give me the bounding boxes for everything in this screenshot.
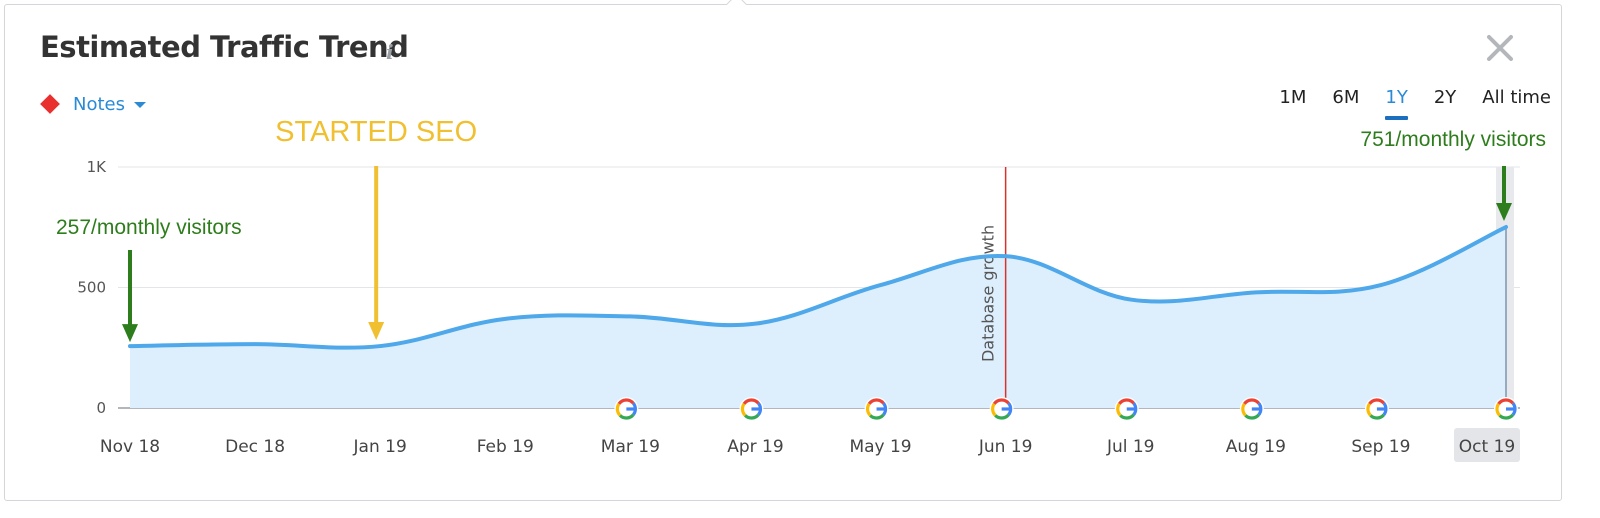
x-tick-label[interactable]: Oct 19 (1459, 437, 1515, 457)
data-point (503, 317, 507, 321)
data-point (378, 344, 382, 348)
google-update-icon[interactable] (989, 397, 1014, 421)
y-tick-label: 1K (87, 158, 108, 176)
x-tick-label[interactable]: Jan 19 (353, 437, 407, 457)
y-tick-label: 0 (96, 399, 106, 417)
google-update-icon[interactable] (614, 397, 639, 421)
google-update-icon[interactable] (739, 397, 764, 421)
google-update-icon[interactable] (1364, 397, 1389, 421)
start-visitors-arrow-head (122, 324, 138, 343)
data-point (753, 322, 757, 326)
notes-label: Notes (73, 93, 125, 115)
x-tick-label[interactable]: Jun 19 (978, 437, 1033, 457)
traffic-series-line (128, 225, 1508, 350)
y-tick-label: 500 (77, 279, 106, 297)
end-visitors-arrow-head (1496, 203, 1512, 222)
x-tick-label[interactable]: Nov 18 (100, 437, 160, 457)
x-tick-label[interactable]: Dec 18 (225, 437, 285, 457)
data-point (253, 342, 257, 346)
close-icon[interactable] (1482, 30, 1518, 66)
x-tick-label[interactable]: May 19 (849, 437, 911, 457)
x-tick-label[interactable]: Sep 19 (1351, 437, 1410, 457)
data-point (1379, 283, 1383, 287)
period-6m[interactable]: 6M (1332, 87, 1360, 108)
started-seo-annotation: STARTED SEO (275, 116, 477, 148)
google-update-icon[interactable] (1494, 397, 1518, 421)
started-seo-arrow-head (368, 322, 385, 340)
start-visitors-annotation: 257/monthly visitors (56, 216, 242, 239)
database-growth-label: Database growth (979, 225, 998, 362)
period-1m[interactable]: 1M (1279, 87, 1307, 108)
traffic-trend-card (4, 0, 1562, 501)
data-point (879, 283, 883, 287)
data-point (1129, 298, 1133, 302)
end-visitors-annotation: 751/monthly visitors (1360, 128, 1546, 151)
period-selector: 1M 6M 1Y 2Y All time (1266, 86, 1564, 120)
data-point (1504, 225, 1508, 229)
info-icon[interactable]: i (386, 40, 394, 64)
notes-dropdown[interactable]: Notes (40, 92, 146, 116)
period-2y[interactable]: 2Y (1433, 87, 1457, 108)
google-update-icon[interactable] (1114, 397, 1139, 421)
selected-month-chip[interactable] (1454, 428, 1520, 462)
data-point (1254, 290, 1258, 294)
data-point (628, 314, 632, 318)
x-tick-label[interactable]: Aug 19 (1226, 437, 1286, 457)
x-tick-label[interactable]: Jul 19 (1106, 437, 1155, 457)
traffic-area-fill (130, 227, 1506, 408)
widget-title: Estimated Traffic Trend (40, 30, 409, 64)
caret-down-icon (134, 102, 146, 108)
x-tick-label[interactable]: Feb 19 (477, 437, 534, 457)
x-tick-label[interactable]: Mar 19 (601, 437, 660, 457)
google-update-icon[interactable] (1239, 397, 1264, 421)
data-point (1004, 254, 1008, 258)
data-point (128, 344, 132, 348)
x-tick-label[interactable]: Apr 19 (727, 437, 783, 457)
google-update-icon[interactable] (864, 397, 889, 421)
period-all-time[interactable]: All time (1482, 87, 1551, 108)
period-1y[interactable]: 1Y (1372, 86, 1420, 120)
